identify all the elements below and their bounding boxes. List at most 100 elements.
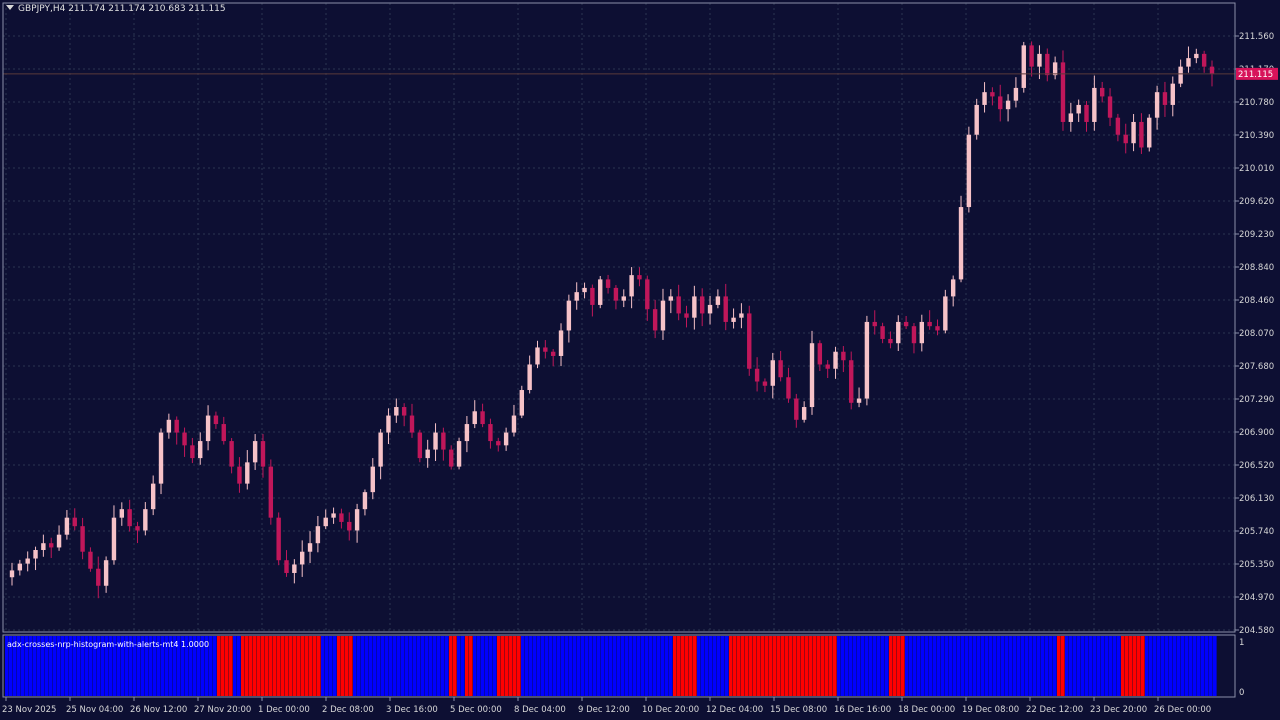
price-label: 206.130 <box>1239 494 1274 504</box>
candle-body <box>433 432 438 450</box>
candle-body <box>833 351 838 369</box>
candle-body <box>864 321 870 399</box>
histogram-bar <box>241 636 245 696</box>
histogram-bar <box>81 636 85 696</box>
histogram-bar <box>661 636 665 696</box>
candle-body <box>637 275 642 280</box>
candle-body <box>1099 87 1105 97</box>
candle-body <box>684 313 689 318</box>
candle-body <box>158 432 164 484</box>
candle-body <box>998 96 1003 110</box>
histogram-bar <box>841 636 845 696</box>
histogram-bar <box>1129 636 1133 696</box>
candle-body <box>354 509 360 531</box>
histogram-bar <box>157 636 161 696</box>
histogram-bar <box>1033 636 1037 696</box>
candle-body <box>362 492 368 510</box>
histogram-bar <box>237 636 241 696</box>
time-label: 22 Dec 12:00 <box>1026 705 1083 715</box>
histogram-bar <box>1125 636 1129 696</box>
histogram-bar <box>269 636 273 696</box>
histogram-bar <box>509 636 513 696</box>
candle-body <box>715 296 721 305</box>
histogram-bar <box>1117 636 1121 696</box>
histogram-bar <box>921 636 925 696</box>
time-label: 9 Dec 12:00 <box>578 705 630 715</box>
histogram-bar <box>1037 636 1041 696</box>
histogram-bar <box>477 636 481 696</box>
time-label: 3 Dec 16:00 <box>386 705 438 715</box>
candle-body <box>1076 104 1081 114</box>
histogram-bar <box>513 636 517 696</box>
candle-body <box>480 411 485 425</box>
histogram-bar <box>417 636 421 696</box>
time-label: 26 Dec 00:00 <box>1154 705 1211 715</box>
histogram-bar <box>1133 636 1137 696</box>
time-label: 12 Dec 04:00 <box>706 705 763 715</box>
histogram-bar <box>601 636 605 696</box>
histogram-bar <box>869 636 873 696</box>
histogram-bar <box>833 636 837 696</box>
histogram-bar <box>769 636 773 696</box>
histogram-bar <box>33 636 37 696</box>
candle-body <box>150 483 156 510</box>
histogram-bar <box>917 636 921 696</box>
candle-body <box>574 292 579 301</box>
histogram-bar <box>445 636 449 696</box>
histogram-bar <box>1209 636 1213 696</box>
candle-body <box>198 441 203 459</box>
candle-body <box>927 321 932 327</box>
histogram-bar <box>437 636 441 696</box>
histogram-bar <box>653 636 657 696</box>
histogram-bar <box>937 636 941 696</box>
histogram-bar <box>745 636 749 696</box>
time-label: 23 Nov 2025 <box>2 705 56 715</box>
histogram-bar <box>1077 636 1081 696</box>
histogram-bar <box>865 636 869 696</box>
histogram-bar <box>89 636 93 696</box>
candle-body <box>590 287 595 305</box>
histogram-bar <box>657 636 661 696</box>
histogram-bar <box>633 636 637 696</box>
candle-body <box>598 279 603 305</box>
candle-body <box>166 419 172 433</box>
candle-body <box>190 445 195 459</box>
histogram-bar <box>265 636 269 696</box>
candle-body <box>1115 117 1121 135</box>
histogram-bar <box>473 636 477 696</box>
chart-symbol-header[interactable]: GBPJPY,H4 211.174 211.174 210.683 211.11… <box>6 4 226 14</box>
candle-body <box>605 279 611 288</box>
price-label: 210.390 <box>1239 131 1274 141</box>
histogram-bar <box>641 636 645 696</box>
histogram-bar <box>109 636 113 696</box>
candle-body <box>1147 117 1152 148</box>
histogram-bar <box>837 636 841 696</box>
candle-body <box>519 390 525 416</box>
time-label: 27 Nov 20:00 <box>194 705 251 715</box>
histogram-bar <box>969 636 973 696</box>
candle-body <box>982 92 987 105</box>
histogram-bar <box>901 636 905 696</box>
histogram-bar <box>1081 636 1085 696</box>
histogram-bar <box>193 636 197 696</box>
candle-body <box>645 279 650 310</box>
candle-body <box>1170 83 1175 105</box>
histogram-bar <box>825 636 829 696</box>
histogram-bar <box>533 636 537 696</box>
candle-body <box>990 92 995 97</box>
candle-body <box>17 563 23 571</box>
candle-body <box>1060 62 1066 122</box>
candle-body <box>660 300 666 331</box>
histogram-bar <box>613 636 617 696</box>
histogram-bar <box>357 636 361 696</box>
histogram-bar <box>929 636 933 696</box>
candle-body <box>119 509 125 518</box>
candle-body <box>543 347 548 352</box>
histogram-bar <box>333 636 337 696</box>
histogram-bar <box>233 636 237 696</box>
histogram-bar <box>725 636 729 696</box>
candle-body <box>41 543 46 551</box>
caret-down-icon[interactable] <box>6 5 14 10</box>
